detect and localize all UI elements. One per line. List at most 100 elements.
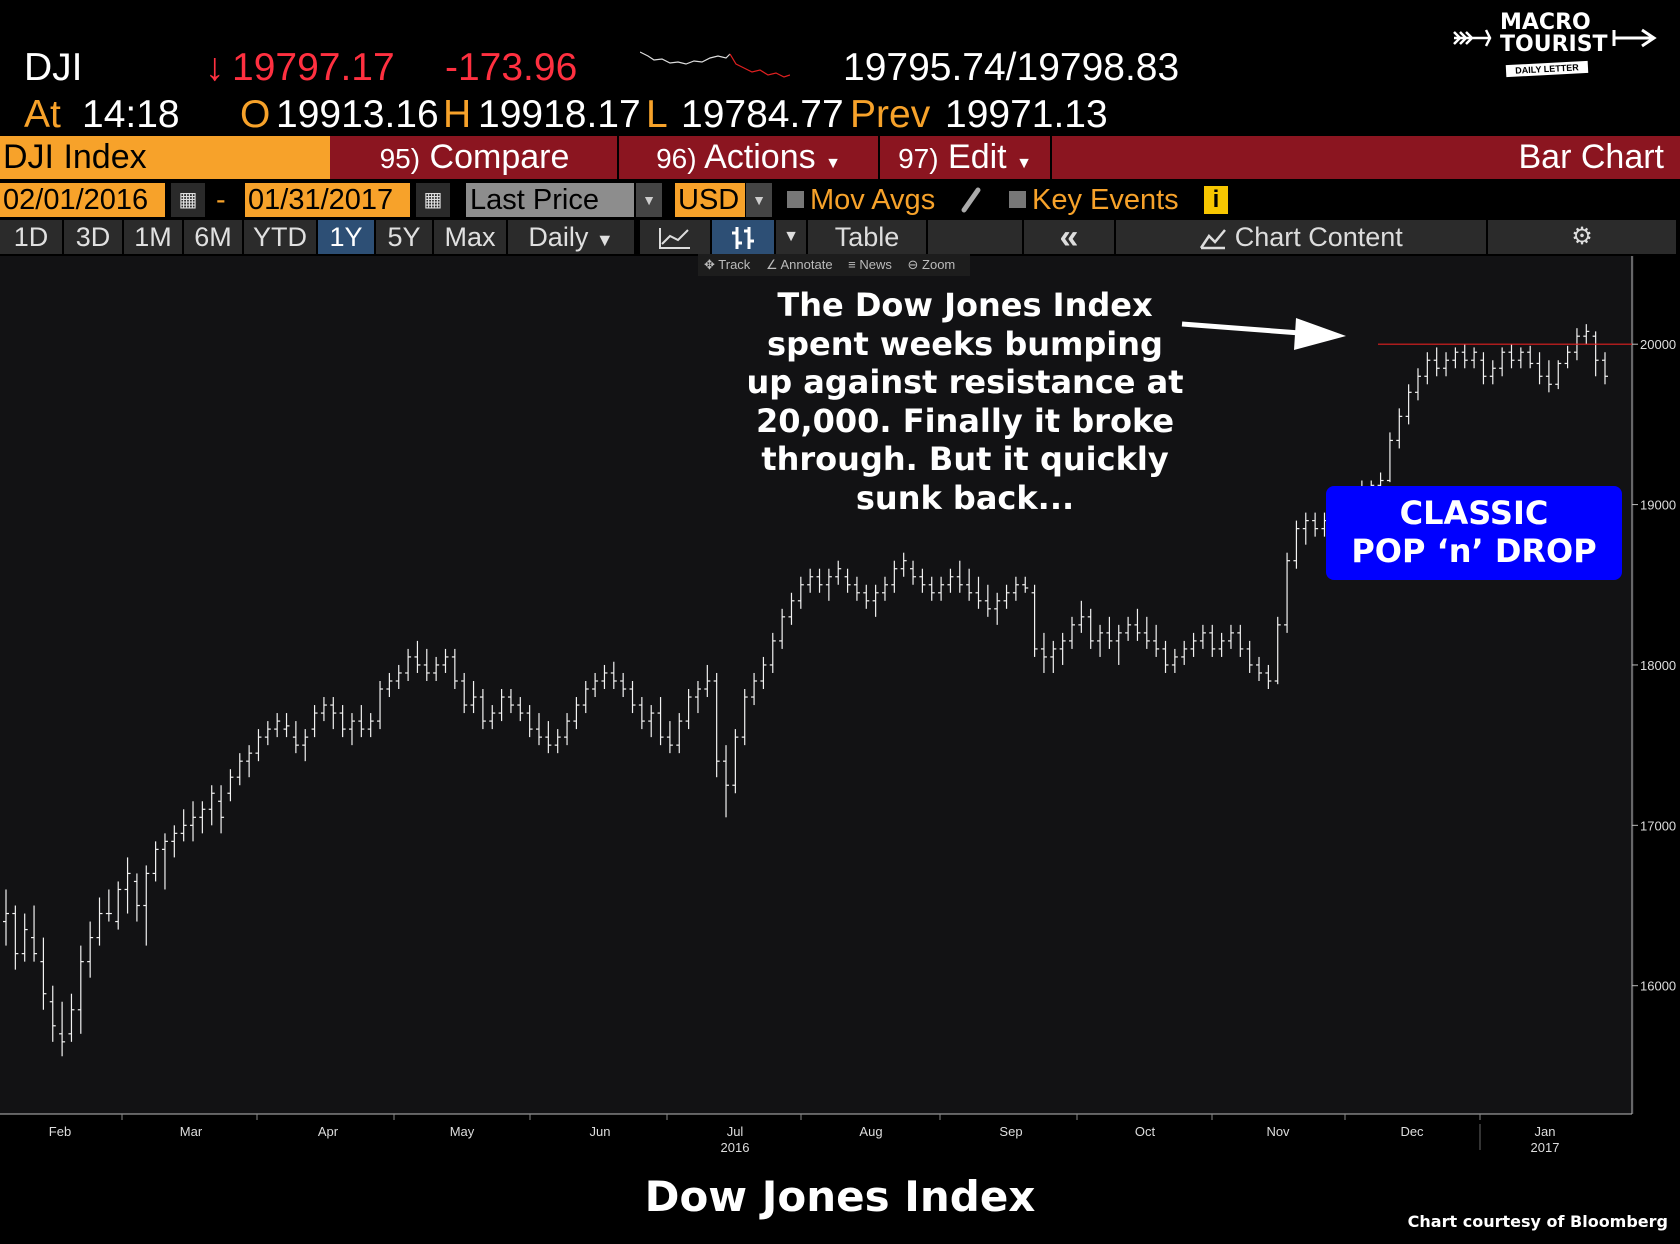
x-tick-label: Jan xyxy=(1535,1124,1556,1139)
chart-area xyxy=(0,256,1634,1114)
callout-line: up against resistance at xyxy=(746,363,1184,401)
mov-avgs-checkbox[interactable] xyxy=(787,191,804,208)
ohlc-bar xyxy=(152,841,159,882)
zoom-tool[interactable]: ⊖ Zoom xyxy=(907,257,956,272)
mov-avgs-label: Mov Avgs xyxy=(810,184,936,216)
ohlc-bar xyxy=(302,729,309,762)
ohlc-bar xyxy=(1302,512,1309,545)
ohlc-bar xyxy=(1190,632,1197,657)
timeframe-1y[interactable]: 1Y xyxy=(318,220,374,254)
line-chart-icon[interactable] xyxy=(640,220,710,254)
ohlc-bar xyxy=(1443,352,1450,377)
start-date-field[interactable]: 02/01/2016 xyxy=(0,183,165,217)
ohlc-bar xyxy=(339,705,346,738)
collapse-icon[interactable]: « xyxy=(1024,220,1114,254)
ohlc-bar xyxy=(564,713,571,746)
calendar-icon[interactable]: ▦ xyxy=(416,183,450,217)
timeframe-max[interactable]: Max xyxy=(434,220,506,254)
ohlc-bar xyxy=(77,945,84,1034)
chevron-down-icon[interactable]: ▼ xyxy=(746,183,772,217)
ohlc-bar xyxy=(218,785,225,834)
ohlc-bar xyxy=(1171,648,1178,673)
ohlc-bar xyxy=(1545,360,1552,393)
currency-select[interactable]: USD xyxy=(675,183,745,217)
arrow-tail-icon xyxy=(1453,29,1492,47)
ohlc-bar xyxy=(676,713,683,754)
security-field[interactable]: DJI Index xyxy=(0,136,330,179)
ohlc-bar xyxy=(1555,360,1562,390)
ohlc-bar xyxy=(816,568,823,593)
ohlc-bar xyxy=(1602,352,1608,385)
y-tick-label: 16000 xyxy=(1640,979,1676,994)
price-chart[interactable]: 16000 17000 18000 19000 20000 Feb Mar Apr May Jun… xyxy=(0,256,1680,1176)
ohlc-bar xyxy=(292,721,299,754)
ohlc-bar xyxy=(395,664,402,690)
pencil-icon[interactable] xyxy=(960,186,982,214)
bar-chart-icon[interactable] xyxy=(712,220,774,254)
timeframe-1m[interactable]: 1M xyxy=(124,220,182,254)
table-button[interactable]: Table xyxy=(808,220,926,254)
ohlc-bar xyxy=(1199,624,1206,649)
periodicity-label: Daily xyxy=(528,222,589,252)
arrow-head-icon xyxy=(1612,28,1657,48)
x-tick-label: Dec xyxy=(1400,1124,1424,1139)
compare-menu[interactable]: 95) Compare xyxy=(332,136,617,179)
track-tool[interactable]: ✥ Track xyxy=(704,257,751,272)
ohlc-bar xyxy=(984,584,991,617)
timeframe-1d[interactable]: 1D xyxy=(0,220,62,254)
timeframe-6m[interactable]: 6M xyxy=(184,220,242,254)
chevron-down-icon[interactable]: ▼ xyxy=(636,183,662,217)
ohlc-bar xyxy=(956,560,963,593)
annotation-arrow-head xyxy=(1294,318,1346,350)
ohlc-bar xyxy=(1078,600,1085,633)
high-value: 19918.17 xyxy=(478,93,641,136)
actions-menu[interactable]: 96) Actions ▼ xyxy=(619,136,878,179)
calendar-icon[interactable]: ▦ xyxy=(171,183,205,217)
ohlc-bar xyxy=(246,745,253,778)
ohlc-bar xyxy=(264,721,271,746)
ohlc-bar xyxy=(1452,347,1459,369)
ohlc-bar xyxy=(666,721,673,754)
chevron-down-icon[interactable]: ▼ xyxy=(776,220,806,254)
ohlc-bar xyxy=(797,576,804,609)
news-tool[interactable]: ≡ News xyxy=(848,257,892,272)
ohlc-bar xyxy=(498,689,505,722)
ohlc-bar xyxy=(1050,640,1057,673)
ohlc-bar xyxy=(171,825,178,858)
ohlc-bar xyxy=(704,664,711,698)
periodicity-select[interactable]: Daily ▼ xyxy=(508,220,634,254)
ohlc-bar xyxy=(1386,432,1393,483)
sparkline-up xyxy=(640,51,731,65)
annotate-tool[interactable]: ∠ Annotate xyxy=(765,257,833,272)
chart-type-label[interactable]: Bar Chart xyxy=(1518,138,1665,176)
ohlc-bar xyxy=(1527,345,1534,369)
ohlc-bar xyxy=(825,568,832,601)
sparkline-down xyxy=(729,53,790,78)
timeframe-3d[interactable]: 3D xyxy=(64,220,122,254)
ohlc-bar xyxy=(638,697,645,730)
callout-line: 20,000. Finally it broke xyxy=(755,401,1175,440)
ohlc-bar xyxy=(779,608,786,649)
info-icon[interactable]: i xyxy=(1204,186,1228,214)
ohlc-bar xyxy=(741,689,748,746)
timeframe-5y[interactable]: 5Y xyxy=(376,220,432,254)
timeframe-ytd[interactable]: YTD xyxy=(244,220,316,254)
end-date-field[interactable]: 01/31/2017 xyxy=(245,183,410,217)
price-field-select[interactable]: Last Price xyxy=(466,183,634,217)
x-tick-label: Apr xyxy=(318,1124,339,1139)
ohlc-bar xyxy=(1181,640,1188,665)
gear-icon[interactable]: ⚙ xyxy=(1488,220,1676,254)
compare-label: Compare xyxy=(429,138,570,176)
ohlc-bar xyxy=(1115,624,1122,665)
key-events-checkbox[interactable] xyxy=(1009,191,1026,208)
chevron-down-icon: ▼ xyxy=(595,230,614,250)
ohlc-bar xyxy=(1480,352,1487,385)
annotation-callout: The Dow Jones Index spent weeks bumping … xyxy=(715,286,1215,517)
actions-number: 96) xyxy=(656,143,697,174)
edit-menu[interactable]: 97) Edit ▼ xyxy=(880,136,1050,179)
x-tick-label: Sep xyxy=(999,1124,1022,1139)
ohlc-bar xyxy=(900,552,907,577)
ohlc-bar xyxy=(68,993,75,1042)
chart-content-button[interactable]: Chart Content xyxy=(1116,220,1486,254)
chart-content-label: Chart Content xyxy=(1234,222,1403,252)
